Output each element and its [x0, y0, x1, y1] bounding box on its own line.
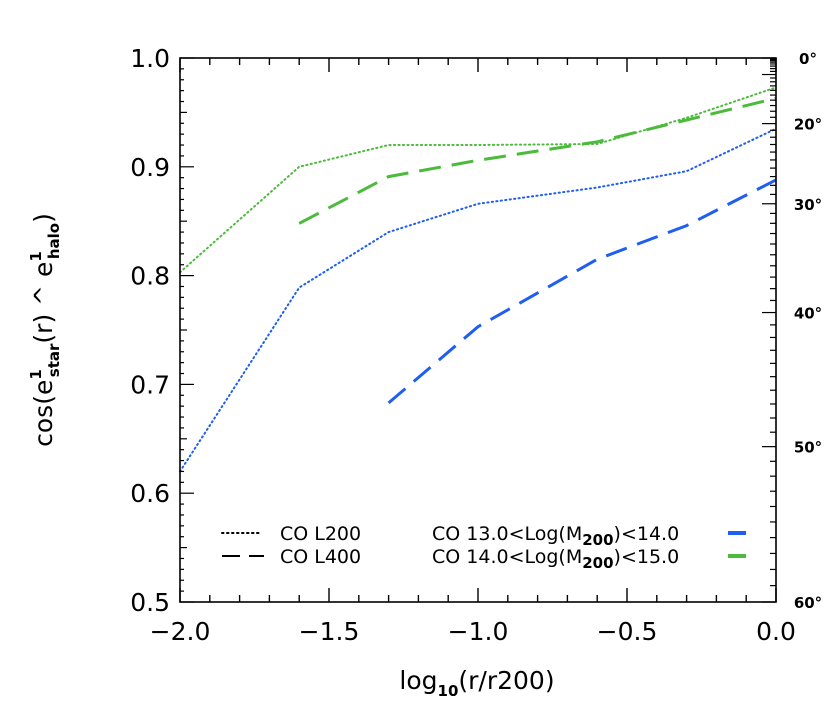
- y-axis-label-star-sub: star: [45, 343, 63, 377]
- series-layer: [179, 86, 777, 473]
- y-tick-label: 0.9: [130, 153, 170, 182]
- legend: CO L200 CO L400 CO 13.0<Log(M200)<14.0 C…: [221, 523, 746, 572]
- ticks-layer: [179, 57, 777, 603]
- legend-label-l400: CO L400: [280, 546, 361, 568]
- legend-mass-high-sub: 200: [582, 554, 613, 572]
- right-angle-label: 0°: [799, 50, 817, 68]
- y-axis-label-star-sup: 1: [27, 369, 45, 379]
- legend-mass-low-pre: CO 13.0<Log(M: [432, 523, 582, 545]
- axes-layer: [179, 57, 777, 603]
- series-line-1: [179, 86, 777, 274]
- right-angle-label: 50°: [794, 439, 822, 457]
- legend-mass-high-post: )<15.0: [614, 546, 680, 568]
- x-axis-label-sub: 10: [438, 682, 459, 700]
- y-tick-label: 1.0: [130, 44, 170, 73]
- right-angle-label: 30°: [794, 196, 822, 214]
- y-axis-label-p3: ): [29, 213, 58, 223]
- x-tick-label: 0.0: [756, 617, 796, 646]
- legend-mass-low-sub: 200: [582, 531, 613, 549]
- right-angle-label: 40°: [794, 305, 822, 323]
- y-axis-label-p2: (r) ^ e: [29, 262, 58, 344]
- legend-label-l200: CO L200: [280, 523, 361, 545]
- y-tick-label: 0.7: [130, 370, 170, 399]
- right-angle-label: 20°: [794, 116, 822, 134]
- legend-mass-low-post: )<14.0: [614, 523, 680, 545]
- y-axis-label-halo-sup: 1: [27, 251, 45, 261]
- x-axis-label-main: log: [399, 666, 437, 695]
- y-axis-label-p1: cos(e: [29, 380, 58, 447]
- x-tick-label: −0.5: [597, 617, 658, 646]
- x-tick-label: −1.5: [299, 617, 360, 646]
- x-tick-label: −1.0: [448, 617, 509, 646]
- y-tick-label: 0.5: [130, 588, 170, 617]
- x-axis-label-rest: (r/r200): [458, 666, 554, 695]
- right-angle-label: 60°: [794, 594, 822, 612]
- legend-label-mass-high: CO 14.0<Log(M200)<15.0: [432, 546, 679, 572]
- x-axis-label: log10(r/r200): [399, 666, 554, 700]
- y-tick-label: 0.6: [130, 479, 170, 508]
- series-line-0: [179, 127, 777, 473]
- x-tick-label: −2.0: [150, 617, 211, 646]
- series-line-3: [298, 96, 777, 225]
- y-axis-label-halo-sub: halo: [45, 223, 63, 259]
- series-line-2: [387, 178, 777, 405]
- legend-mass-high-pre: CO 14.0<Log(M: [432, 546, 582, 568]
- labels-layer: −2.0 −1.5 −1.0 −0.5 0.0 0.5 0.6 0.7 0.8 0.9 1.0 0° 2…: [130, 44, 822, 646]
- y-tick-label: 0.8: [130, 262, 170, 291]
- legend-label-mass-low: CO 13.0<Log(M200)<14.0: [432, 523, 679, 549]
- plot-frame: [179, 57, 777, 603]
- y-axis-label: cos(e1star(r) ^ e1halo): [27, 213, 63, 447]
